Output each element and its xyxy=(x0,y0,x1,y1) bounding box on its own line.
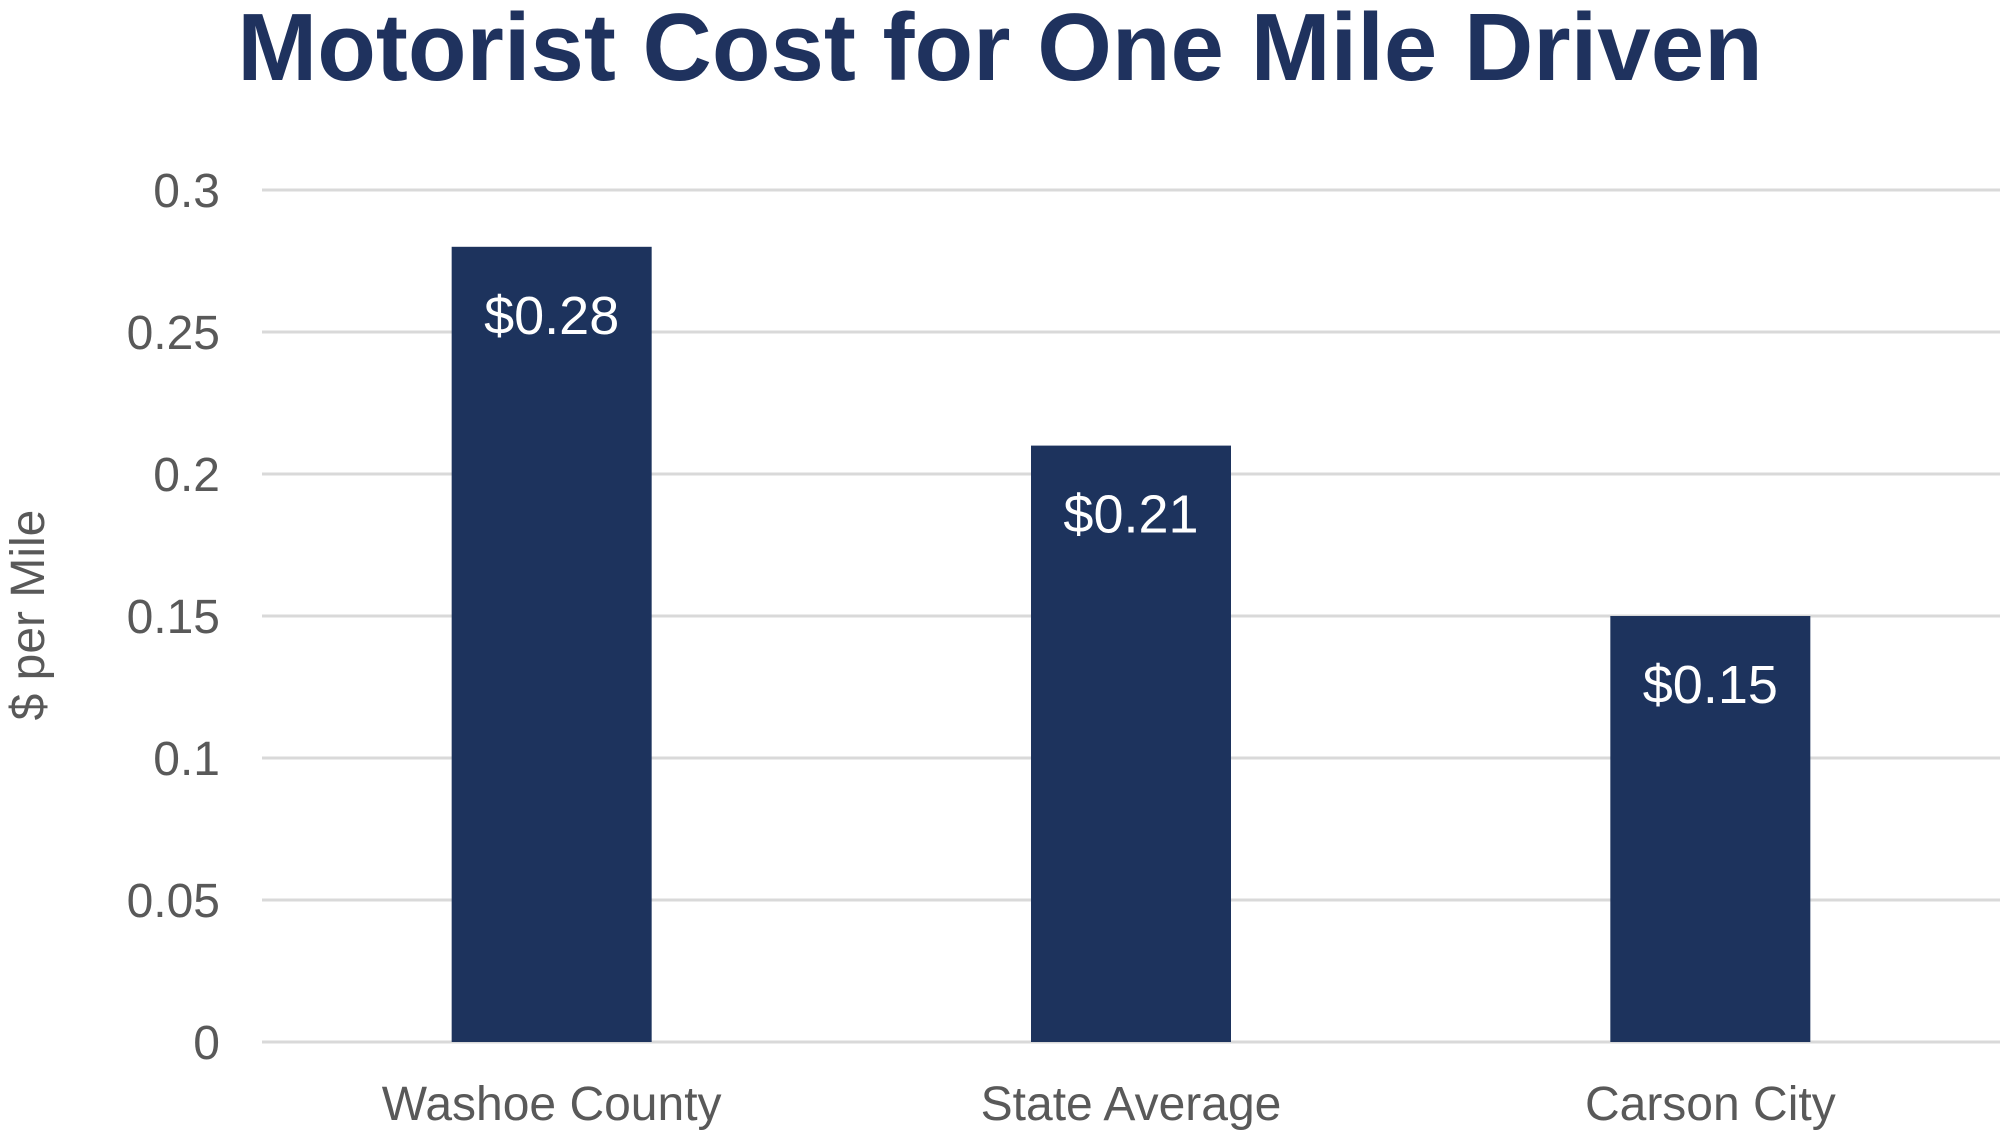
data-label: $0.28 xyxy=(484,286,619,346)
x-tick-label: Carson City xyxy=(1585,1078,1836,1131)
y-tick-label: 0.15 xyxy=(127,591,220,644)
y-tick-label: 0.05 xyxy=(127,875,220,928)
y-tick-label: 0.3 xyxy=(153,165,220,218)
data-label: $0.15 xyxy=(1643,655,1778,715)
y-axis-ticks: 0 0.05 0.1 0.15 0.2 0.25 0.3 xyxy=(127,165,220,1070)
bar-carson-city xyxy=(1610,616,1811,1042)
data-label: $0.21 xyxy=(1063,485,1198,545)
data-labels: $0.28 $0.21 $0.15 xyxy=(484,286,1778,715)
y-tick-label: 0.25 xyxy=(127,307,220,360)
x-tick-label: State Average xyxy=(981,1078,1282,1131)
y-axis-label: $ per Mile xyxy=(2,510,55,721)
bars xyxy=(451,246,1811,1043)
y-tick-label: 0.2 xyxy=(153,449,220,502)
y-tick-label: 0 xyxy=(193,1017,220,1070)
bar-washoe-county xyxy=(451,246,652,1043)
chart-title: Motorist Cost for One Mile Driven xyxy=(237,0,1762,101)
x-axis-ticks: Washoe County State Average Carson City xyxy=(382,1078,1836,1131)
y-tick-label: 0.1 xyxy=(153,733,220,786)
x-tick-label: Washoe County xyxy=(382,1078,722,1131)
bar-state-average xyxy=(1031,445,1231,1043)
